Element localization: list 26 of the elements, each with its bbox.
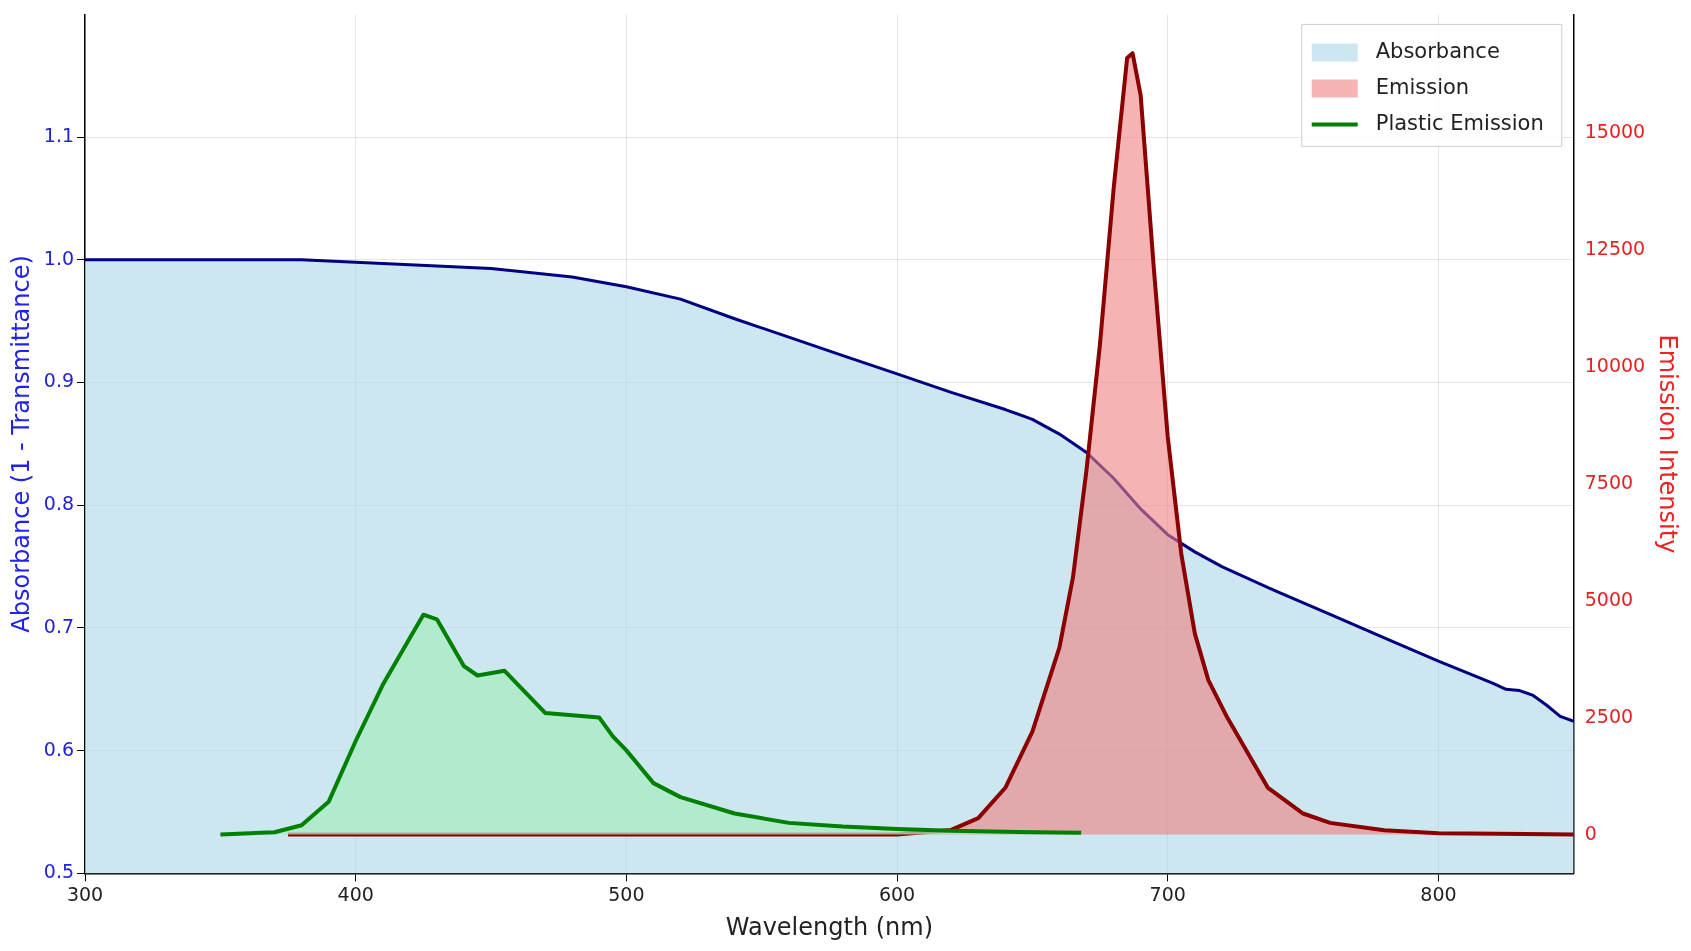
y2-tick-label: 2500: [1584, 704, 1634, 727]
legend-label: Absorbance: [1375, 38, 1500, 63]
x-tick-label: 600: [878, 882, 916, 905]
x-tick-label: 700: [1149, 882, 1186, 905]
y2-axis-title: Emission Intensity: [1654, 334, 1683, 554]
y2-tick-label: 7500: [1584, 470, 1634, 493]
x-tick-label: 300: [66, 882, 104, 905]
y2-tick-label: 12500: [1584, 236, 1646, 259]
x-tick-label: 500: [608, 882, 645, 905]
legend-label: Emission: [1375, 74, 1470, 99]
x-tick-label: 400: [337, 882, 374, 905]
y-tick-label: 0.6: [43, 737, 75, 760]
y2-tick-label: 15000: [1584, 119, 1646, 142]
y2-tick-label: 5000: [1584, 587, 1634, 610]
y-tick-label: 0.7: [43, 614, 75, 637]
x-axis-title: Wavelength (nm): [725, 912, 934, 941]
y-tick-label: 0.8: [43, 492, 75, 515]
y-tick-label: 1.0: [43, 246, 75, 269]
y-tick-label: 1.1: [43, 124, 75, 147]
y-axis-title: Absorbance (1 - Transmittance): [6, 255, 35, 633]
x-tick-label: 800: [1420, 882, 1457, 905]
y-tick-label: 0.9: [43, 369, 75, 392]
y2-tick-label: 10000: [1584, 353, 1646, 376]
legend-label: Plastic Emission: [1375, 110, 1544, 135]
y2-tick-label: 0: [1584, 821, 1597, 844]
y-tick-label: 0.5: [43, 860, 75, 883]
